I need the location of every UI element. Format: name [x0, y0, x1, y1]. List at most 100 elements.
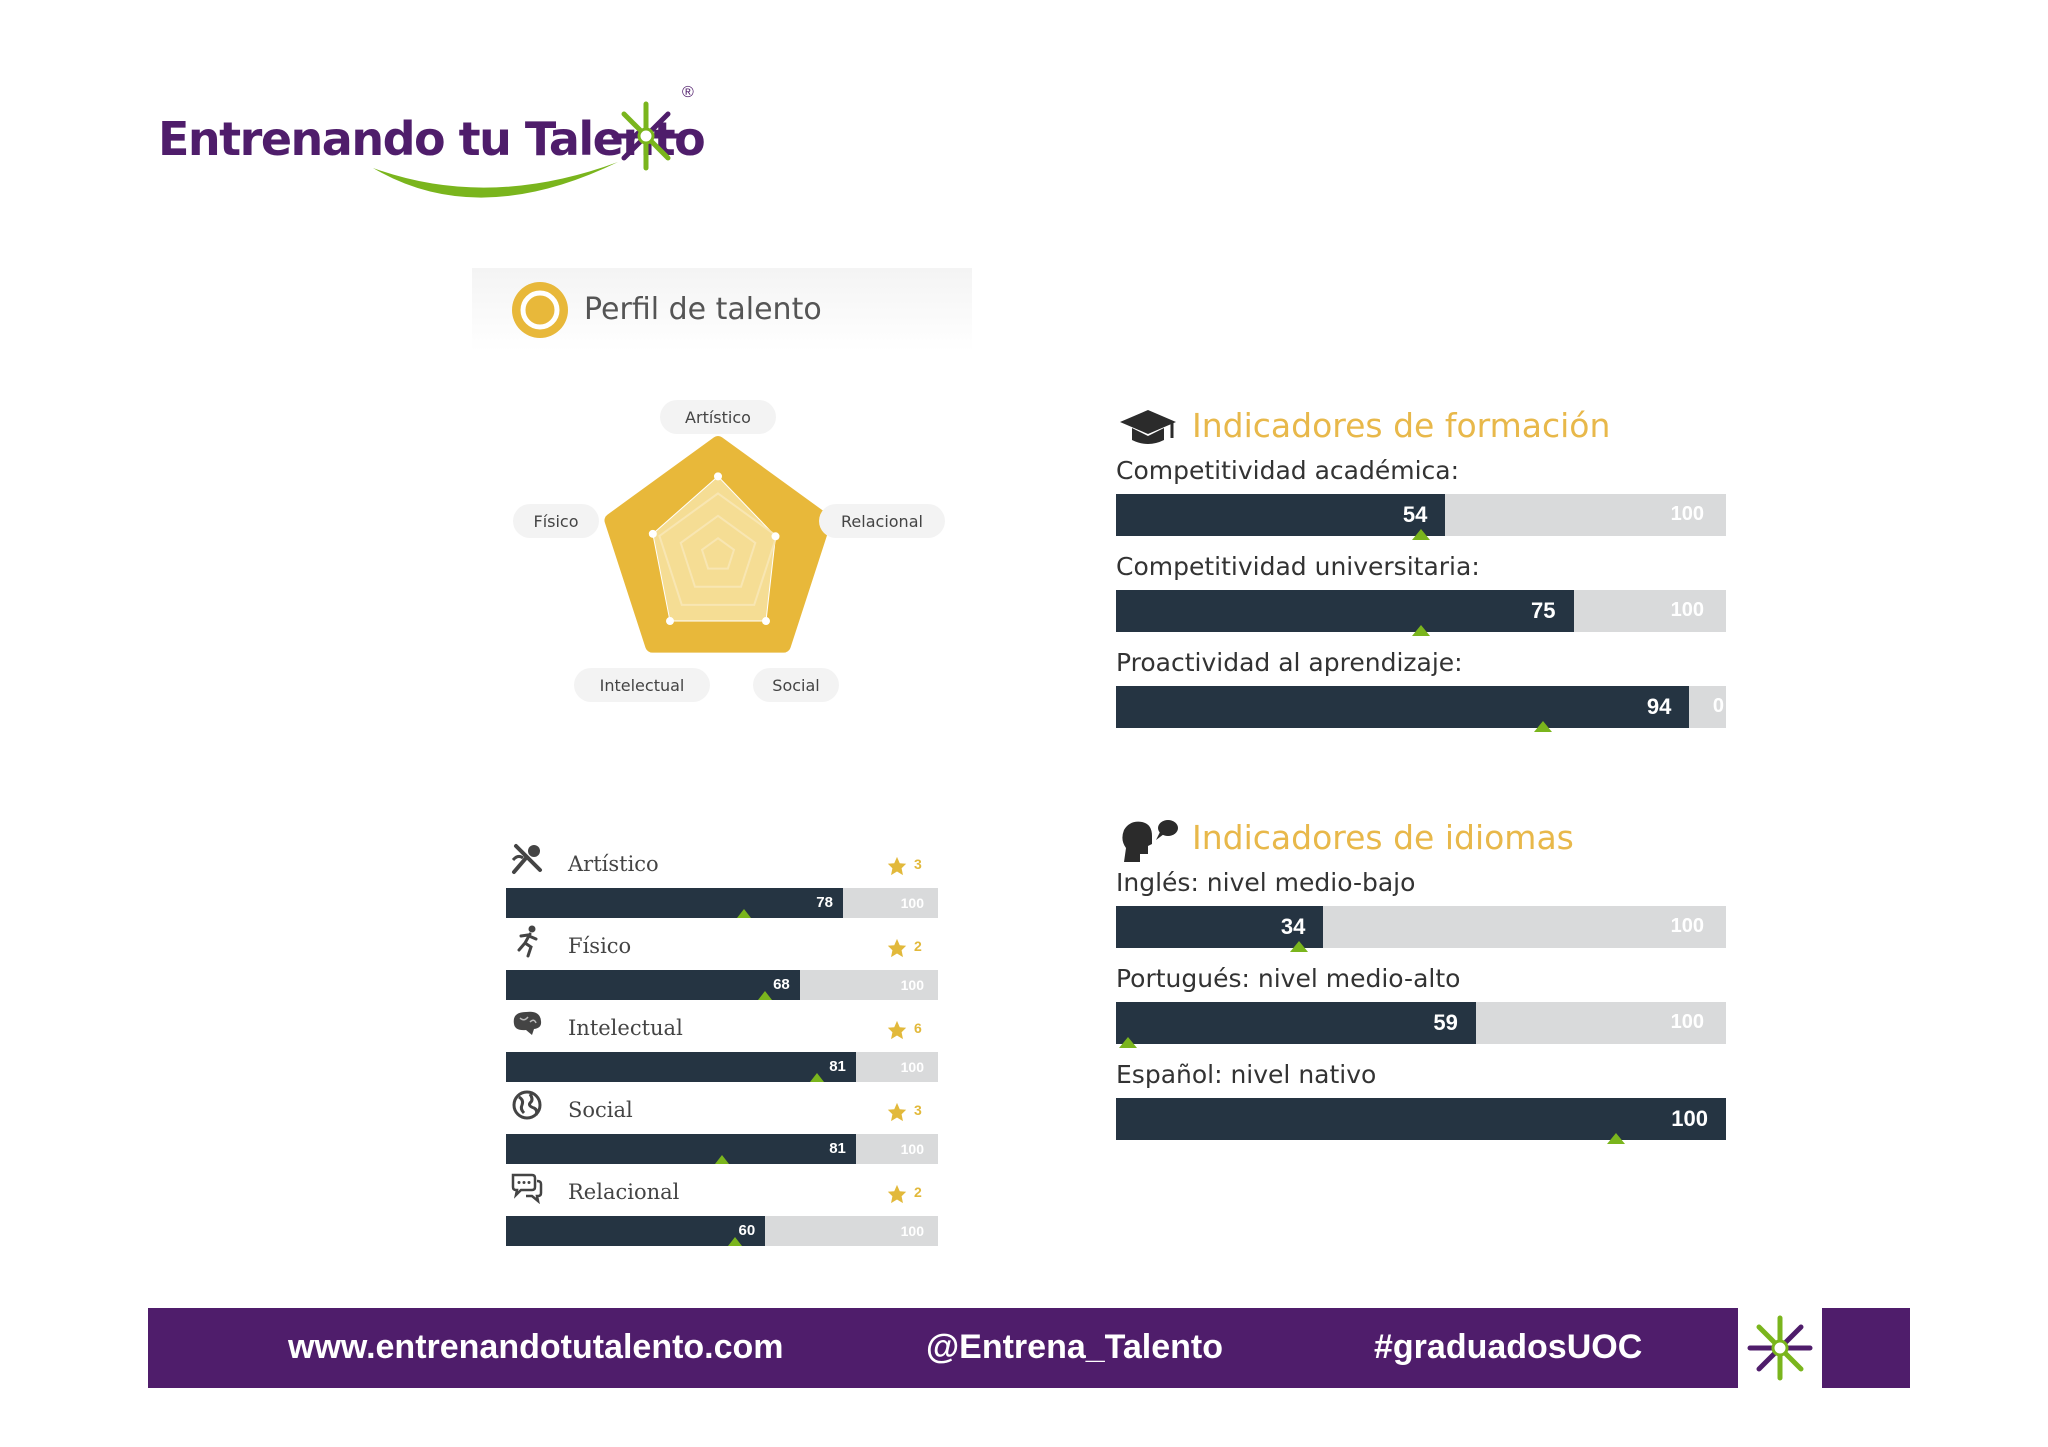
indicator-bar: 34 100: [1116, 906, 1726, 952]
star-icon: [887, 1102, 907, 1122]
footer-logo: [1738, 1308, 1822, 1388]
talent-radar-chart: Artístico Relacional Social Intelectual Físi…: [513, 400, 945, 702]
indicator-bar: 100: [1116, 1098, 1726, 1144]
star-icon: [887, 1184, 907, 1204]
radar-grid-ring-1: [679, 514, 757, 588]
indicator-bar-fill: [1116, 686, 1690, 728]
indicator-bar-max: 0: [1712, 695, 1724, 717]
talent-bar: 78 100: [506, 888, 938, 918]
talent-marker: [758, 991, 773, 1000]
radar-label-bg-1: [819, 504, 945, 538]
star-icon: [887, 938, 907, 958]
indicator-bar-value: 59: [1433, 1010, 1458, 1035]
indicator-row: Inglés: nivel medio-bajo 34 100: [1116, 868, 1726, 964]
graduation-cap-icon: [1120, 410, 1176, 444]
radar-label-bg-4: [513, 504, 599, 538]
footer-star-icon: [1747, 1315, 1813, 1381]
talent-star-rating: 3: [914, 1102, 922, 1118]
indicator-row: Proactividad al aprendizaje: 94 0: [1116, 648, 1726, 744]
website-link[interactable]: www.entrenandotutalento.com: [288, 1328, 784, 1366]
hashtag-link[interactable]: #graduadosUOC: [1374, 1328, 1643, 1366]
talent-bar-fill: [506, 1134, 856, 1164]
indicator-marker: [1412, 529, 1430, 540]
indicator-bar: 75 100: [1116, 590, 1726, 636]
talent-name: Intelectual: [568, 1016, 683, 1040]
radar-point-2: [761, 617, 770, 626]
talent-badge-icon: [512, 282, 568, 338]
radar-axis-label: Social: [772, 676, 819, 695]
talent-bar: 68 100: [506, 970, 938, 1000]
indicator-bar-fill: [1116, 1002, 1476, 1044]
radar-label-bg-3: [574, 668, 710, 702]
twitter-handle-link[interactable]: @Entrena_Talento: [926, 1328, 1224, 1366]
registered-mark: ®: [682, 84, 694, 101]
indicator-row: Español: nivel nativo 100: [1116, 1060, 1726, 1156]
logo-star-icon: [611, 101, 681, 171]
talent-bar: 81 100: [506, 1052, 938, 1082]
footer-bar: www.entrenandotutalento.com @Entrena_Tal…: [148, 1308, 1910, 1388]
logo-swoosh-icon: [373, 162, 618, 198]
radar-axis-label: Relacional: [841, 512, 923, 531]
talent-bar-max: 100: [900, 1141, 924, 1157]
radar-point-3: [666, 617, 675, 626]
indicator-bar-value: 34: [1280, 914, 1306, 939]
indicator-row: Competitividad universitaria: 75 100: [1116, 552, 1726, 648]
talent-star-rating: 6: [914, 1020, 922, 1036]
talent-star-rating: 2: [914, 1184, 922, 1200]
talent-bar: 60 100: [506, 1216, 938, 1246]
indicator-bar-max: 100: [1670, 1011, 1704, 1033]
talent-star-rating: 2: [914, 938, 922, 954]
speaking-head-icon: [1122, 820, 1178, 862]
brain-icon: [510, 1006, 544, 1040]
brand-logo: Entrenando tu Talento ®: [158, 84, 718, 224]
indicator-marker: [1119, 1037, 1138, 1048]
indicator-label: Competitividad universitaria:: [1116, 552, 1480, 581]
radar-point-0: [714, 472, 722, 481]
idiomas-section: Indicadores de idiomas Inglés: nivel med…: [1116, 816, 1726, 1156]
talent-bar-max: 100: [900, 1223, 924, 1239]
indicator-bar-value: 75: [1531, 598, 1556, 623]
indicator-marker: [1607, 1133, 1626, 1144]
talent-name: Artístico: [568, 852, 659, 876]
talent-name: Relacional: [568, 1180, 680, 1204]
indicator-label: Proactividad al aprendizaje:: [1116, 648, 1463, 677]
talent-row: Social 3 81 100: [506, 1082, 938, 1164]
indicator-bar-fill: [1116, 494, 1446, 536]
profile-header: Perfil de talento: [472, 268, 972, 352]
talent-marker: [810, 1073, 825, 1082]
talent-bar-value: 68: [773, 976, 790, 993]
talent-bar: 81 100: [506, 1134, 938, 1164]
radar-grid-ring-2: [700, 536, 736, 570]
talent-row: Relacional 2 60 100: [506, 1164, 938, 1246]
indicator-bar: 54 100: [1116, 494, 1726, 540]
idiomas-header: Indicadores de idiomas: [1116, 816, 1726, 868]
indicator-label: Inglés: nivel medio-bajo: [1116, 868, 1416, 897]
talent-star-rating: 3: [914, 856, 922, 872]
chat-icon: [510, 1170, 544, 1205]
indicator-marker: [1412, 625, 1430, 636]
talent-bar-list: Artístico 3 78 100 Físico 2 68 100 Intelectual 6 8…: [506, 836, 938, 1246]
formacion-title: Indicadores de formación: [1192, 406, 1611, 445]
talent-name: Social: [568, 1098, 633, 1122]
indicator-bar: 94 0: [1116, 686, 1726, 732]
talent-row: Físico 2 68 100: [506, 918, 938, 1000]
talent-name: Físico: [568, 934, 632, 958]
indicator-label: Portugués: nivel medio-alto: [1116, 964, 1461, 993]
radar-axis-label: Intelectual: [600, 676, 685, 695]
logo-text: Entrenando tu Talento: [158, 112, 706, 166]
formacion-list: Competitividad académica: 54 100 Competitiv…: [1116, 456, 1726, 744]
radar-point-4: [648, 529, 657, 538]
palette-icon: [510, 842, 544, 876]
talent-marker: [727, 1237, 742, 1246]
indicator-bar-max: 100: [1670, 503, 1704, 525]
talent-row: Intelectual 6 81 100: [506, 1000, 938, 1082]
talent-bar-fill: [506, 1216, 766, 1246]
radar-axis-label: Físico: [533, 512, 578, 531]
formacion-header: Indicadores de formación: [1116, 404, 1726, 456]
globe-icon: [510, 1088, 544, 1122]
talent-bar-value: 81: [829, 1140, 846, 1157]
talent-bar-value: 81: [829, 1058, 846, 1075]
talent-bar-fill: [506, 1052, 856, 1082]
star-icon: [887, 1020, 907, 1040]
indicator-label: Español: nivel nativo: [1116, 1060, 1377, 1089]
